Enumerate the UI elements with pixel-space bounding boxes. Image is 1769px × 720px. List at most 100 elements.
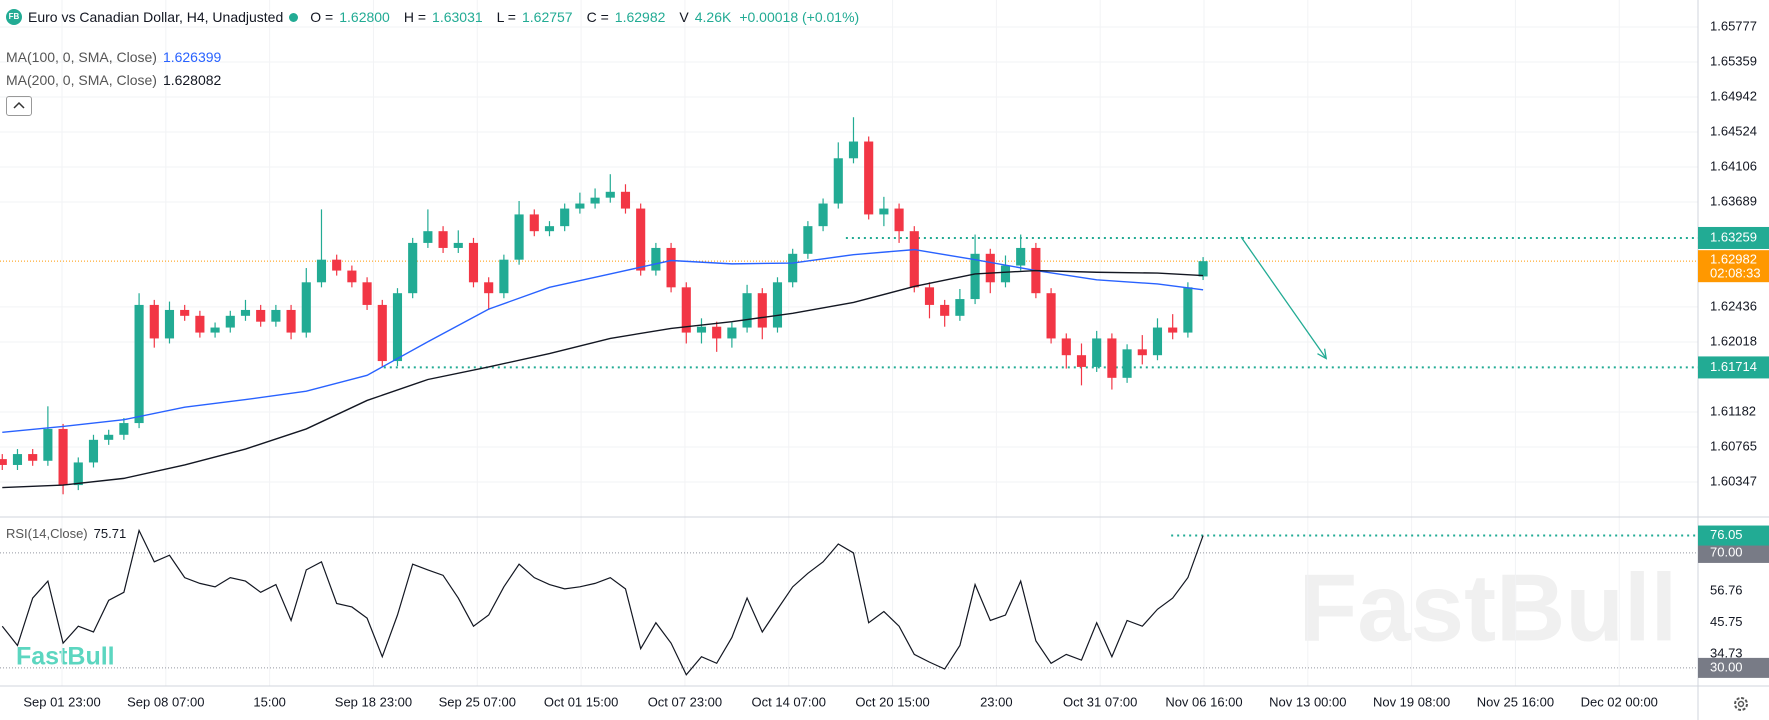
indicator-name: MA(200, 0, SMA, Close) bbox=[6, 72, 157, 88]
candle-body bbox=[271, 309, 281, 322]
candle-body bbox=[712, 326, 722, 339]
chevron[interactable] bbox=[7, 97, 31, 115]
candle-body bbox=[347, 270, 357, 283]
y-tick-label: 1.64106 bbox=[1710, 158, 1757, 173]
quote-label: L = bbox=[496, 9, 516, 25]
current-price-tag bbox=[1698, 250, 1769, 283]
collapse-button[interactable] bbox=[6, 96, 32, 116]
candle-body bbox=[0, 459, 7, 465]
x-tick-label: Nov 13 00:00 bbox=[1269, 694, 1346, 709]
candle-body bbox=[438, 231, 448, 248]
quote-label: O = bbox=[310, 9, 334, 25]
chevron-path[interactable] bbox=[13, 101, 25, 109]
candle-body bbox=[940, 304, 950, 316]
candle-body bbox=[544, 226, 555, 232]
candle-body bbox=[377, 304, 387, 362]
gear[interactable] bbox=[1734, 697, 1748, 711]
candle-body bbox=[666, 247, 676, 288]
rsi-band-label-bg bbox=[1698, 657, 1769, 678]
candle-body bbox=[514, 214, 524, 260]
quote-label: H = bbox=[403, 9, 427, 25]
candle-body bbox=[529, 214, 539, 232]
x-tick-label: Oct 07 23:00 bbox=[648, 694, 722, 709]
candle-body bbox=[43, 428, 53, 461]
candle-body bbox=[1183, 287, 1193, 333]
candle-body bbox=[1122, 349, 1132, 378]
candle-body bbox=[636, 208, 646, 271]
indicator-name: RSI(14,Close) bbox=[6, 526, 88, 541]
candle-body bbox=[681, 287, 691, 333]
quote-value: 4.26K bbox=[694, 9, 732, 25]
candle-body bbox=[286, 309, 296, 333]
gear-hub[interactable] bbox=[1737, 700, 1745, 708]
arrow bbox=[1240, 236, 1327, 359]
candle-body bbox=[256, 309, 266, 322]
candle-body bbox=[879, 208, 889, 215]
candle-body bbox=[833, 158, 843, 204]
candle-body bbox=[772, 282, 783, 328]
candle-body bbox=[651, 247, 661, 271]
y-tick-label: 1.61182 bbox=[1710, 403, 1756, 418]
arrow-head bbox=[1317, 348, 1328, 360]
quote-label: V bbox=[679, 9, 689, 25]
candle-body bbox=[301, 282, 311, 333]
candle-body bbox=[1168, 327, 1178, 333]
candle-body bbox=[909, 231, 919, 288]
x-tick-label: Oct 01 15:00 bbox=[544, 694, 618, 709]
indicator-value: 75.71 bbox=[93, 526, 127, 541]
settings-icon[interactable] bbox=[1734, 697, 1748, 711]
header: FB Euro vs Canadian Dollar, H4, Unadjust… bbox=[6, 9, 859, 25]
level-label-bg bbox=[1698, 226, 1769, 249]
candle-body bbox=[499, 259, 509, 294]
x-tick-label: Sep 18 23:00 bbox=[335, 694, 412, 709]
level-label: 1.61714 bbox=[1710, 359, 1757, 374]
candle-body bbox=[88, 439, 99, 463]
y-tick-label: 34.73 bbox=[1710, 646, 1743, 661]
candle-body bbox=[864, 141, 874, 215]
candle-body bbox=[848, 141, 859, 159]
indicator-value: 1.628082 bbox=[162, 72, 222, 88]
candle-body bbox=[1107, 338, 1117, 378]
logo: FastBull bbox=[16, 643, 115, 671]
indicator-name: MA(100, 0, SMA, Close) bbox=[6, 49, 157, 65]
candle-body bbox=[1046, 293, 1056, 339]
candle-body bbox=[134, 304, 144, 424]
candle-body bbox=[149, 304, 159, 339]
candle-body bbox=[484, 282, 494, 294]
rsi-band-label: 70.00 bbox=[1710, 544, 1743, 559]
candle-body bbox=[1092, 338, 1102, 367]
quote-label: C = bbox=[586, 9, 609, 25]
status-dot bbox=[289, 12, 299, 22]
candle-body bbox=[73, 462, 83, 486]
candle-body bbox=[560, 208, 570, 227]
x-tick-label: Oct 14 07:00 bbox=[752, 694, 826, 709]
rsi-current-label: 76.05 bbox=[1710, 527, 1743, 542]
x-tick-label: Nov 06 16:00 bbox=[1165, 694, 1242, 709]
candle-body bbox=[362, 282, 372, 305]
level-label: 1.63259 bbox=[1710, 229, 1757, 244]
candle-body bbox=[180, 309, 190, 316]
rsi-band-label: 30.00 bbox=[1710, 659, 1743, 674]
candle-body bbox=[195, 315, 205, 333]
candle-body bbox=[58, 428, 68, 486]
x-tick-label: Oct 20 15:00 bbox=[855, 694, 929, 709]
candle-body bbox=[894, 208, 904, 232]
candle-body bbox=[28, 454, 38, 461]
x-tick-label: Sep 08 07:00 bbox=[127, 694, 204, 709]
change: +0.00018 (+0.01%) bbox=[739, 9, 860, 25]
quote-value: 1.62800 bbox=[339, 9, 390, 25]
moving-average bbox=[2, 248, 1204, 433]
x-tick-label: Sep 01 23:00 bbox=[23, 694, 100, 709]
candle-body bbox=[575, 203, 585, 209]
y-tick-label: 1.62436 bbox=[1710, 298, 1757, 313]
candle-body bbox=[605, 191, 615, 198]
symbol-title: Euro vs Canadian Dollar, H4, Unadjusted bbox=[28, 9, 284, 25]
candle-body bbox=[1016, 247, 1026, 266]
moving-average bbox=[2, 269, 1204, 489]
y-tick-label: 1.60347 bbox=[1710, 473, 1757, 488]
grid bbox=[0, 0, 1698, 686]
countdown: 02:08:33 bbox=[1710, 266, 1761, 281]
candle-body bbox=[119, 423, 129, 435]
